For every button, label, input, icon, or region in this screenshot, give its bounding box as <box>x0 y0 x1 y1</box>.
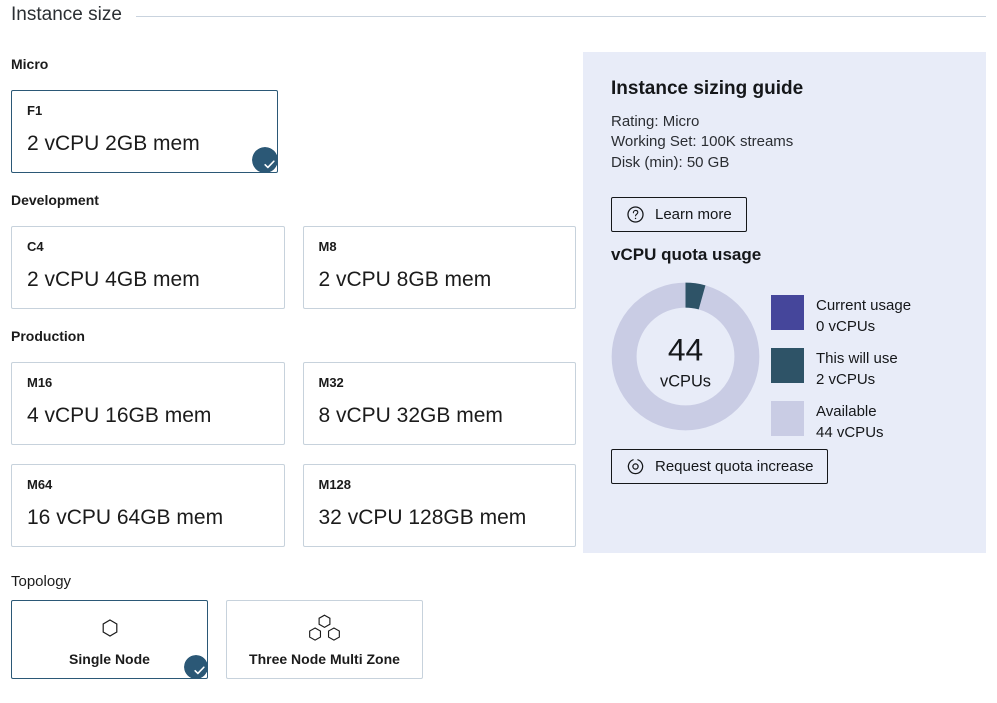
svg-text:44: 44 <box>668 331 703 367</box>
svg-text:vCPUs: vCPUs <box>660 372 711 390</box>
